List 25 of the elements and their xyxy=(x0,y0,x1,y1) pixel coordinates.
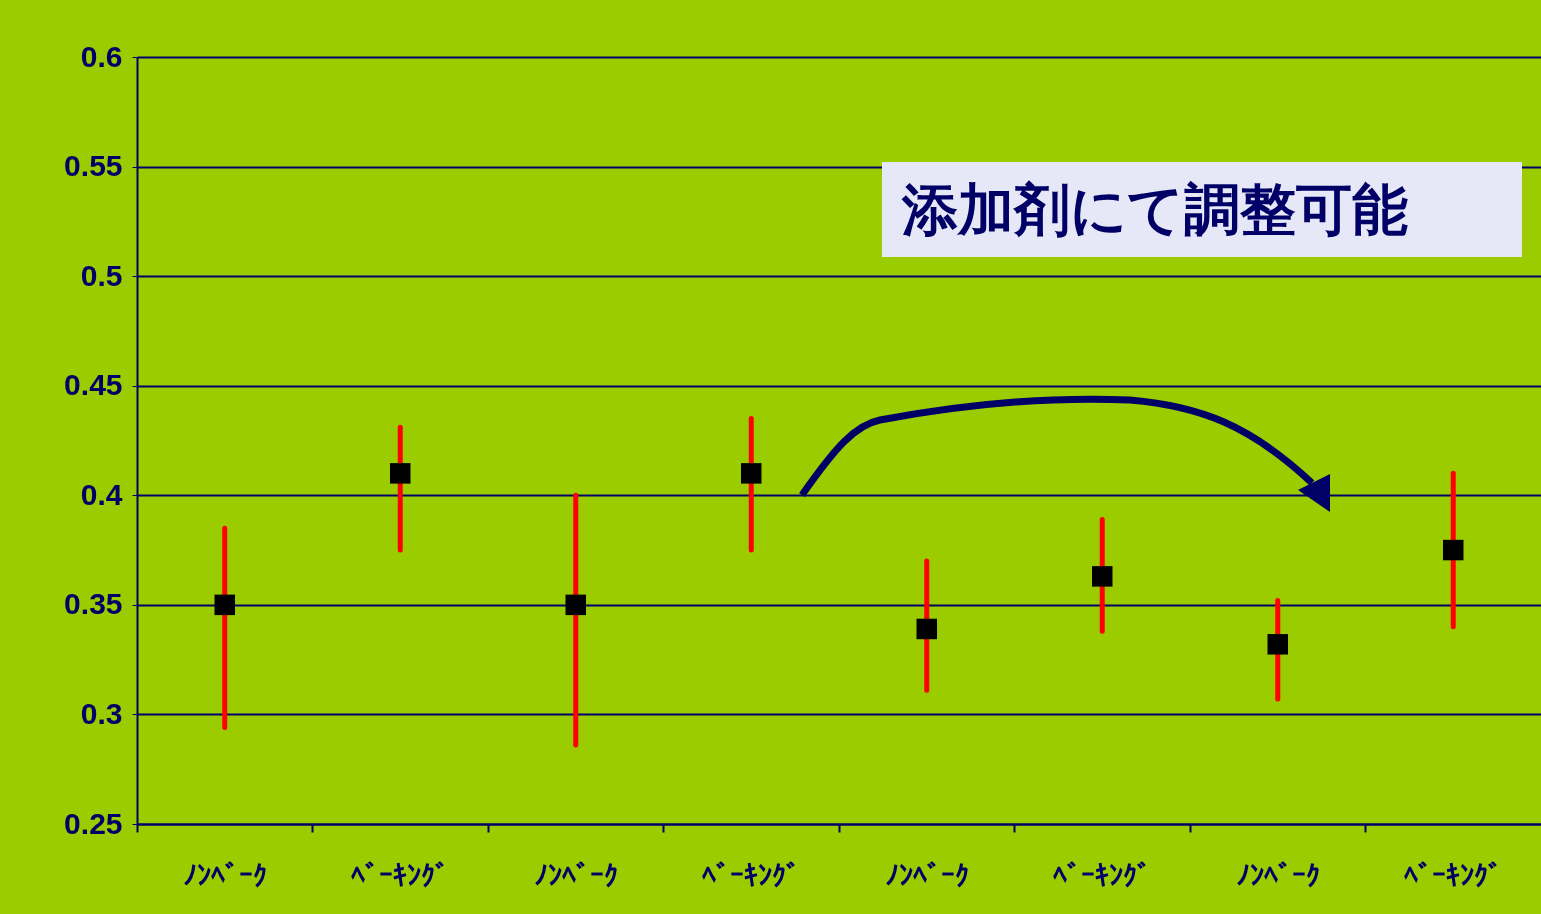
x-tick-label: ﾍﾞｰｷﾝｸﾞ xyxy=(1404,858,1503,892)
x-tick-label: ﾉﾝﾍﾞｰｸ xyxy=(1235,858,1320,892)
point xyxy=(1443,539,1464,561)
y-tick-label: 0.5 xyxy=(80,258,123,292)
x-tick-label: ﾍﾞｰｷﾝｸﾞ xyxy=(1053,858,1152,892)
point xyxy=(565,594,586,616)
x-tick-label: ﾉﾝﾍﾞｰｸ xyxy=(884,858,969,892)
point xyxy=(1267,634,1288,655)
point xyxy=(214,594,235,616)
x-tick-label: ﾍﾞｰｷﾝｸﾞ xyxy=(702,858,801,892)
y-tick-label: 0.55 xyxy=(64,149,123,183)
y-tick-label: 0.45 xyxy=(64,368,123,402)
y-tick-label: 0.4 xyxy=(80,477,123,511)
point xyxy=(1092,566,1113,587)
annotation: 添加剤にて調整可能 xyxy=(882,162,1522,257)
y-tick-label: 0.35 xyxy=(64,587,123,621)
point xyxy=(916,618,937,640)
point xyxy=(741,463,762,484)
x-tick-label: ﾍﾞｰｷﾝｸﾞ xyxy=(351,858,450,892)
y-tick-label: 0.6 xyxy=(80,39,123,73)
x-tick-label: ﾉﾝﾍﾞｰｸ xyxy=(182,858,267,892)
point xyxy=(390,463,411,484)
y-tick-label: 0.3 xyxy=(80,696,123,730)
x-tick-label: ﾉﾝﾍﾞｰｸ xyxy=(533,858,618,892)
y-tick-label: 0.25 xyxy=(64,806,123,840)
